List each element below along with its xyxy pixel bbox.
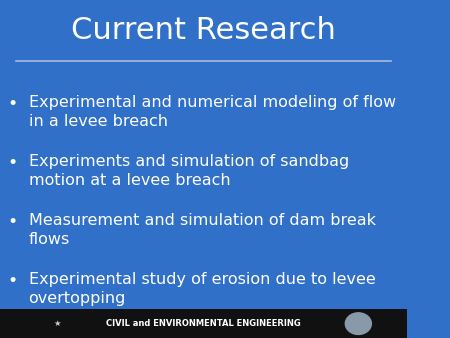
Text: Experimental and numerical modeling of flow
in a levee breach: Experimental and numerical modeling of f… — [28, 95, 396, 129]
Text: •: • — [7, 213, 18, 231]
FancyBboxPatch shape — [0, 309, 407, 338]
Text: Experimental study of erosion due to levee
overtopping: Experimental study of erosion due to lev… — [28, 272, 375, 306]
Text: •: • — [7, 272, 18, 290]
Circle shape — [345, 313, 371, 335]
Text: •: • — [7, 95, 18, 113]
Text: ★: ★ — [53, 319, 61, 328]
Text: Experiments and simulation of sandbag
motion at a levee breach: Experiments and simulation of sandbag mo… — [28, 154, 349, 188]
Text: Measurement and simulation of dam break
flows: Measurement and simulation of dam break … — [28, 213, 375, 247]
Text: •: • — [7, 154, 18, 172]
Text: CIVIL and ENVIRONMENTAL ENGINEERING: CIVIL and ENVIRONMENTAL ENGINEERING — [106, 319, 301, 328]
Text: Current Research: Current Research — [71, 16, 336, 45]
